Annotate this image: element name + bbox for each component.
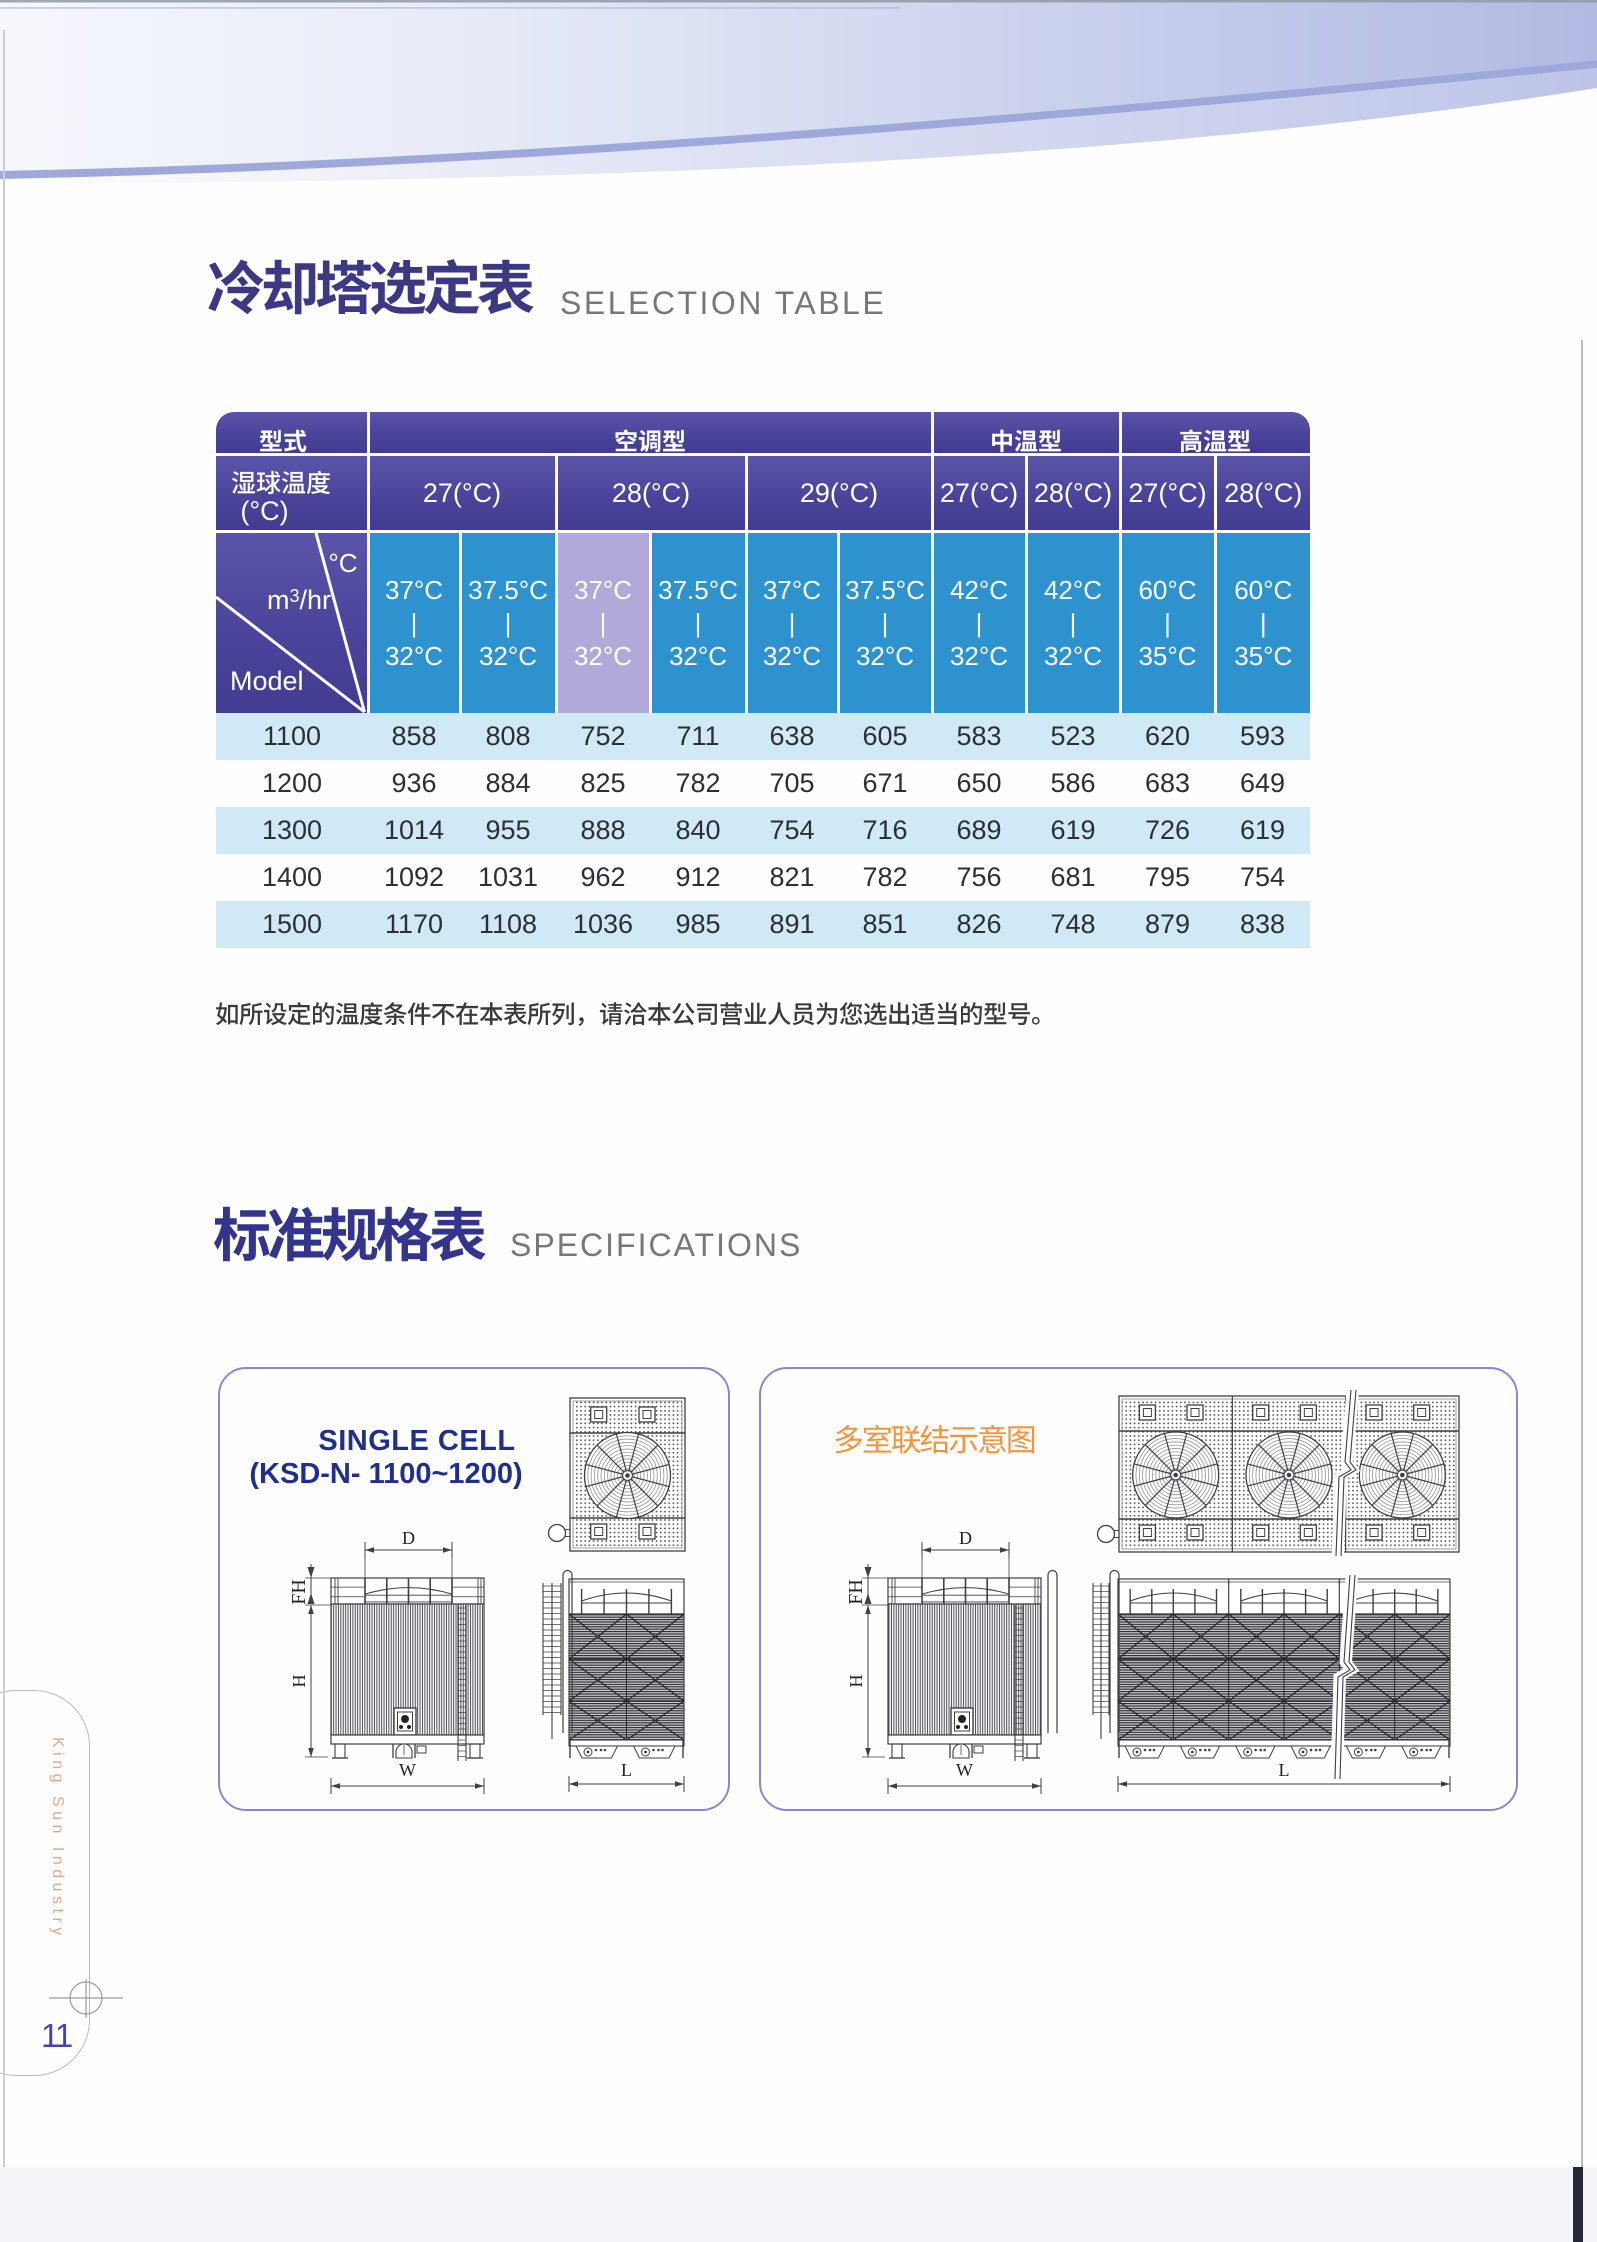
svg-text:H: H (289, 1675, 309, 1688)
svg-text:D: D (402, 1528, 415, 1548)
svg-text:H: H (846, 1675, 866, 1688)
svg-text:L: L (621, 1760, 632, 1780)
svg-text:FH: FH (288, 1579, 310, 1605)
svg-text:FH: FH (845, 1579, 867, 1605)
svg-text:L: L (1279, 1760, 1290, 1780)
svg-text:D: D (959, 1528, 972, 1548)
svg-text:W: W (956, 1760, 973, 1780)
svg-text:W: W (399, 1760, 416, 1780)
